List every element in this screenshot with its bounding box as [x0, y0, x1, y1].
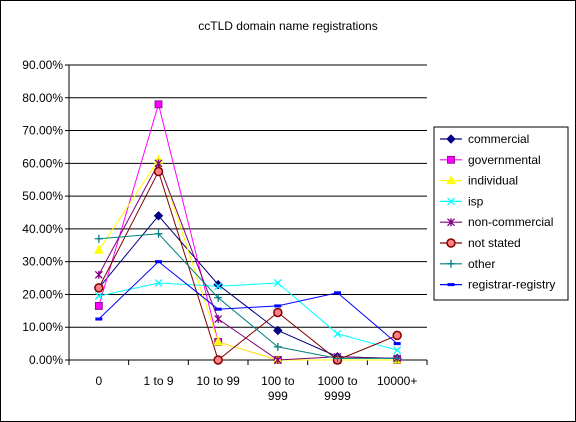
data-point-other — [214, 293, 223, 302]
data-point-individual — [94, 244, 104, 254]
legend-marker-governmental — [447, 155, 455, 164]
plot-area — [69, 65, 427, 360]
y-tick-label: 90.00% — [22, 58, 63, 72]
y-tick-label: 10.00% — [22, 320, 63, 334]
legend-label: not stated — [468, 236, 521, 250]
data-point-other — [393, 354, 402, 363]
x-tick-label: 1000 to 9999 — [317, 374, 357, 403]
y-tick-label: 50.00% — [22, 189, 63, 203]
series-markers — [94, 100, 402, 365]
data-point-registrar-registry — [214, 307, 222, 311]
chart-title: ccTLD domain name registrations — [198, 19, 377, 33]
legend-box — [433, 126, 569, 301]
legend-label: individual — [468, 174, 518, 188]
x-tick-label: 0 — [95, 374, 102, 388]
series-line-isp — [98, 282, 398, 351]
series-line-non-commercial — [98, 162, 398, 361]
legend-marker-commercial — [446, 134, 456, 144]
data-point-not stated — [213, 355, 223, 365]
data-point-non-commercial — [94, 270, 103, 279]
data-point-individual — [213, 336, 224, 346]
y-axis: 0.00% 10.00% 20.00% 30.00% 40.00% 50.00% 60.00… — [22, 58, 70, 367]
gridlines — [69, 64, 427, 328]
data-point-other — [94, 234, 103, 243]
legend: commercial governmental individual isp non-c… — [433, 126, 569, 301]
data-point-governmental — [94, 302, 103, 310]
data-point-not stated — [392, 330, 402, 341]
legend-marker-not stated — [446, 238, 456, 248]
data-point-registrar-registry — [274, 304, 282, 308]
data-point-non-commercial — [154, 159, 163, 168]
data-point-non-commercial — [214, 315, 223, 324]
data-point-not stated — [153, 166, 164, 177]
legend-label: registrar-registry — [468, 278, 555, 292]
x-tick-label: 1 to 9 — [143, 374, 173, 388]
series-line-other — [98, 233, 398, 359]
data-point-other — [154, 229, 163, 238]
legend-label: non-commercial — [468, 215, 553, 229]
data-point-isp — [214, 282, 223, 291]
legend-label: isp — [468, 194, 484, 208]
data-point-isp — [333, 329, 342, 338]
data-point-isp — [273, 279, 282, 287]
data-point-not stated — [273, 307, 283, 318]
y-tick-label: 80.00% — [22, 91, 63, 105]
x-tick-label: 10000+ — [377, 374, 417, 388]
legend-label: governmental — [468, 153, 541, 167]
y-tick-label: 30.00% — [22, 255, 63, 269]
data-point-registrar-registry — [393, 342, 401, 346]
data-point-commercial — [273, 325, 283, 336]
data-point-not stated — [94, 283, 104, 293]
data-point-governmental — [154, 100, 163, 109]
data-point-isp — [94, 292, 103, 301]
legend-marker-other — [447, 259, 455, 268]
y-tick-label: 40.00% — [22, 222, 63, 236]
y-tick-label: 60.00% — [22, 156, 63, 170]
legend-marker-isp — [447, 197, 455, 206]
x-axis: 0 1 to 9 10 to 99 100 to 999 1000 to 9999 10000… — [68, 359, 428, 403]
legend-marker-individual — [446, 175, 456, 185]
data-point-other — [273, 342, 282, 351]
data-point-other — [333, 354, 342, 363]
data-point-registrar-registry — [95, 317, 103, 321]
y-tick-label: 70.00% — [22, 124, 63, 138]
series-line-registrar-registry — [98, 261, 398, 344]
data-point-non-commercial — [273, 356, 282, 364]
legend-label: other — [468, 257, 495, 271]
series-line-not stated — [98, 170, 398, 361]
y-tick-label: 20.00% — [22, 287, 63, 301]
data-point-registrar-registry — [155, 260, 162, 264]
data-point-commercial — [153, 211, 164, 221]
data-point-registrar-registry — [334, 291, 341, 295]
data-point-isp — [154, 279, 163, 287]
legend-marker-registrar-registry — [447, 283, 455, 287]
legend-marker-non-commercial — [447, 218, 455, 227]
x-tick-label: 100 to 999 — [261, 374, 295, 403]
legend-label: commercial — [468, 132, 529, 146]
x-tick-label: 10 to 99 — [196, 374, 240, 388]
series-line-individual — [98, 158, 398, 361]
y-tick-label: 0.00% — [29, 353, 63, 367]
series-lines — [98, 102, 398, 361]
data-point-isp — [393, 346, 402, 355]
